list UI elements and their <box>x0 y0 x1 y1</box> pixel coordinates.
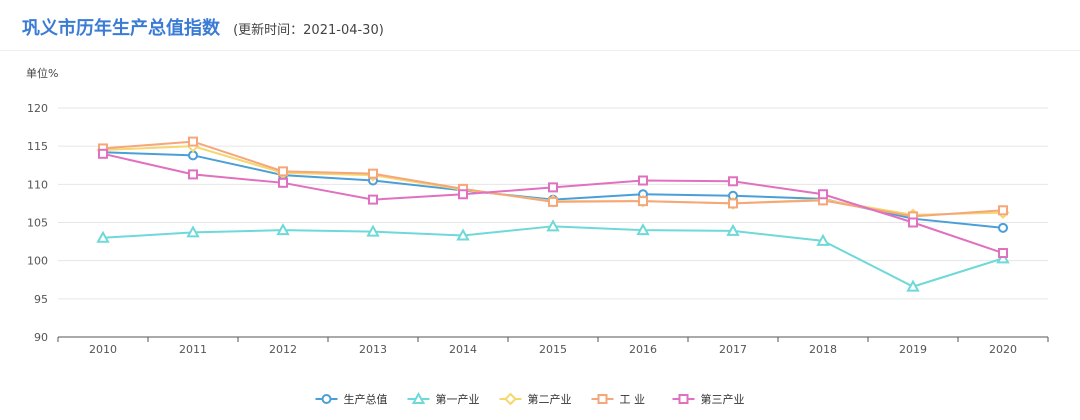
data-point[interactable] <box>908 217 918 228</box>
data-point[interactable] <box>726 223 740 236</box>
data-point[interactable] <box>638 196 648 207</box>
legend-label: 第一产业 <box>436 392 480 406</box>
series-layer <box>96 136 1010 292</box>
x-tick-label: 2014 <box>449 343 477 356</box>
legend-marker-icon <box>597 394 608 404</box>
data-point[interactable] <box>998 222 1008 233</box>
data-point[interactable] <box>546 219 560 232</box>
y-tick-label: 115 <box>27 140 48 153</box>
axes: 90 95 100 105 110 115 120 2010 2011 2012 2013 2014 2… <box>27 102 1049 356</box>
data-point[interactable] <box>188 136 198 147</box>
data-point[interactable] <box>366 224 380 237</box>
data-point[interactable] <box>818 189 828 200</box>
legend-marker-icon <box>411 391 426 404</box>
data-point[interactable] <box>998 205 1008 216</box>
legend-marker-icon <box>678 394 689 404</box>
y-tick-label: 90 <box>34 331 48 344</box>
legend-label: 第二产业 <box>528 392 572 406</box>
y-tick-label: 95 <box>34 293 48 306</box>
x-tick-label: 2015 <box>539 343 567 356</box>
legend-item-1[interactable]: 生产总值 <box>315 392 388 406</box>
legend-item-3[interactable]: 第二产业 <box>499 392 572 406</box>
chart-title: 巩义市历年生产总值指数 <box>22 18 220 39</box>
series-2 <box>96 219 1010 292</box>
data-point[interactable] <box>728 198 738 209</box>
x-tick-label: 2010 <box>89 343 117 356</box>
series-line <box>102 225 1004 288</box>
data-point[interactable] <box>906 279 920 292</box>
data-point[interactable] <box>278 166 288 177</box>
data-point[interactable] <box>728 176 738 187</box>
data-point[interactable] <box>368 194 378 205</box>
legend-item-2[interactable]: 第一产业 <box>407 391 480 406</box>
legend-label: 工 业 <box>620 393 646 406</box>
legend-item-4[interactable]: 工 业 <box>591 393 646 406</box>
y-tick-label: 120 <box>27 102 48 115</box>
data-point[interactable] <box>816 233 830 246</box>
data-point[interactable] <box>186 225 200 238</box>
data-point[interactable] <box>278 177 288 188</box>
x-tick-label: 2011 <box>179 343 207 356</box>
chart-header: 巩义市历年生产总值指数 (更新时间：2021-04-30) <box>22 14 384 40</box>
legend-label: 第三产业 <box>701 392 745 406</box>
data-point[interactable] <box>548 182 558 193</box>
data-point[interactable] <box>458 189 468 200</box>
data-point[interactable] <box>636 223 650 236</box>
y-axis-unit-label: 单位% <box>26 66 58 80</box>
y-tick-label: 105 <box>27 217 48 230</box>
legend-marker-icon <box>504 392 517 406</box>
y-tick-label: 110 <box>27 178 48 191</box>
legend-marker-icon <box>321 394 332 404</box>
x-tick-label: 2020 <box>989 343 1017 356</box>
legend-item-5[interactable]: 第三产业 <box>672 392 745 406</box>
x-tick-label: 2013 <box>359 343 387 356</box>
data-point[interactable] <box>368 168 378 179</box>
header-divider <box>0 50 1080 51</box>
series-4 <box>98 136 1008 222</box>
data-point[interactable] <box>276 223 290 236</box>
x-tick-label: 2018 <box>809 343 837 356</box>
data-point[interactable] <box>96 230 110 243</box>
series-5 <box>98 148 1008 259</box>
data-point[interactable] <box>548 196 558 207</box>
x-tick-label: 2012 <box>269 343 297 356</box>
y-tick-label: 100 <box>27 255 48 268</box>
x-tick-label: 2017 <box>719 343 747 356</box>
x-tick-label: 2019 <box>899 343 927 356</box>
data-point[interactable] <box>638 175 648 186</box>
data-point[interactable] <box>188 169 198 180</box>
legend-label: 生产总值 <box>344 392 388 406</box>
data-point[interactable] <box>98 148 108 159</box>
data-point[interactable] <box>998 248 1008 259</box>
legend[interactable]: 生产总值 第一产业 第二产业 工 业 第三产业 <box>315 391 745 406</box>
update-time: (更新时间：2021-04-30) <box>233 23 384 38</box>
data-point[interactable] <box>456 228 470 241</box>
x-tick-label: 2016 <box>629 343 657 356</box>
